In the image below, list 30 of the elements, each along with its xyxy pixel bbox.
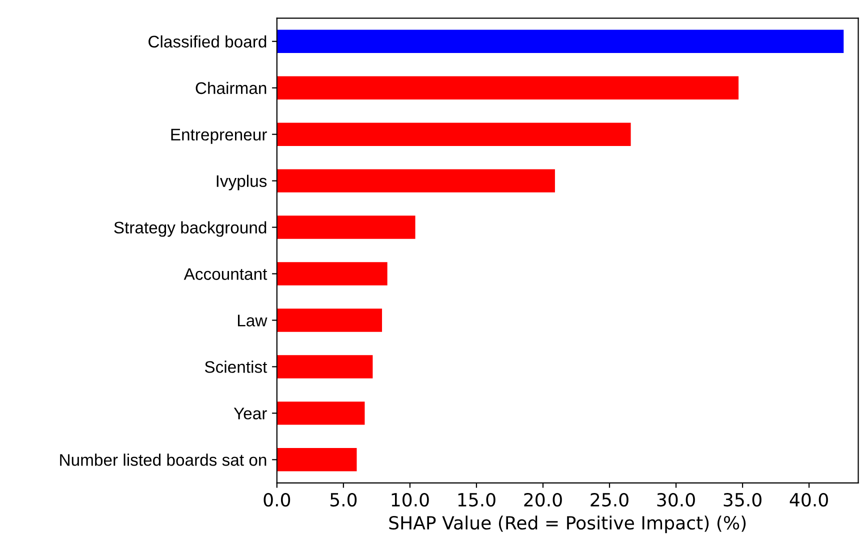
x-tick-label: 40.0 [790, 492, 828, 507]
x-tick-label: 5.0 [330, 492, 357, 507]
x-tick-label: 15.0 [458, 492, 496, 507]
x-tick-label: 30.0 [657, 492, 695, 507]
bar [276, 448, 357, 472]
x-tick-label: 25.0 [590, 492, 628, 507]
y-tick-label: Year [234, 408, 267, 420]
bar [276, 169, 555, 192]
y-tick-label: Scientist [204, 360, 268, 373]
bar [276, 30, 844, 54]
y-tick-label: Chairman [196, 82, 266, 94]
x-tick-label: 10.0 [392, 492, 429, 507]
bar [276, 355, 373, 378]
bar [276, 216, 416, 239]
y-tick-label: Entrepreneur [171, 128, 267, 144]
x-tick-label: 20.0 [524, 492, 562, 507]
y-tick-label: Classified board [148, 35, 266, 48]
bar [276, 402, 365, 425]
y-tick-label: Ivyplus [216, 174, 267, 190]
bar [276, 76, 739, 100]
x-axis-title: SHAP Value (Red = Positive Impact) (%) [389, 516, 746, 534]
bar [276, 262, 388, 286]
y-tick-label: Law [238, 314, 268, 326]
bar [276, 308, 382, 332]
bar [276, 122, 631, 146]
y-tick-label: Strategy background [114, 221, 266, 237]
x-tick-label: 0.0 [264, 492, 290, 507]
y-tick-label: Accountant [184, 268, 268, 280]
y-tick-label: Number listed boards sat on [60, 454, 266, 466]
x-tick-label: 35.0 [724, 492, 762, 507]
